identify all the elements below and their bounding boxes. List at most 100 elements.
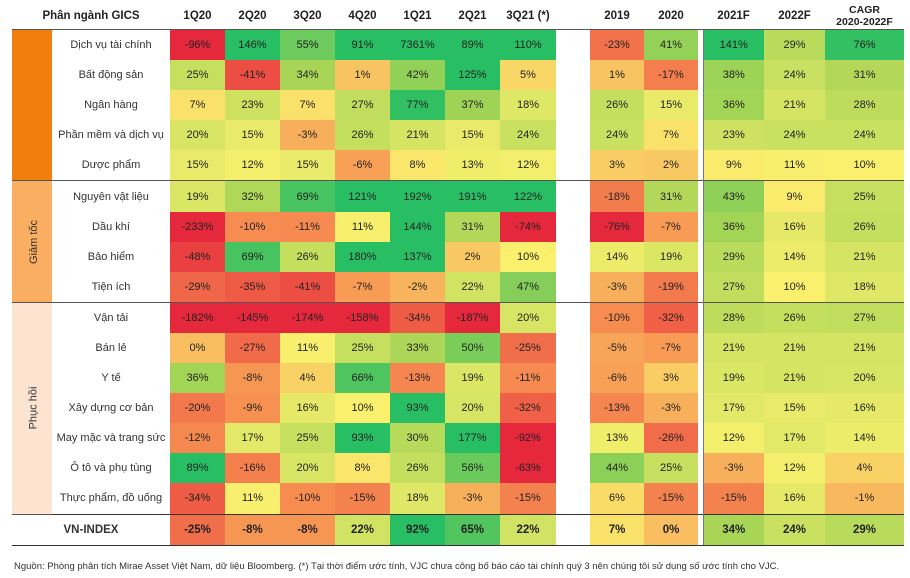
quarter-cell: 66% <box>335 363 390 394</box>
index-quarter-cell: 65% <box>445 513 500 546</box>
quarter-cell: 32% <box>225 180 280 212</box>
quarter-cell: 122% <box>500 180 556 212</box>
sector-label: Bán lẻ <box>95 341 127 354</box>
forecast-cell: 38% <box>702 60 764 91</box>
column-gap <box>698 423 703 454</box>
year-cell: 26% <box>590 90 644 121</box>
cagr-cell: 21% <box>825 332 904 364</box>
quarter-cell: 42% <box>390 60 445 91</box>
quarter-cell: -15% <box>500 483 556 514</box>
year-cell: -3% <box>644 393 698 424</box>
year-cell: -19% <box>644 271 698 303</box>
table-row: Bán lẻ 0% -27% 11% 25% 33% 50% -25% -5% -7% 21% 21%… <box>12 332 904 364</box>
quarter-cell: -41% <box>225 60 280 91</box>
quarter-cell: -187% <box>445 301 500 333</box>
forecast-cell: 9% <box>764 180 825 212</box>
year-cell: 41% <box>644 29 698 61</box>
quarter-cell: 26% <box>280 241 335 272</box>
header-row: Phân ngành GICS 1Q20 2Q20 3Q20 4Q20 1Q21… <box>12 3 904 30</box>
cagr-cell: 26% <box>825 211 904 242</box>
quarter-cell: 26% <box>335 120 390 151</box>
year-cell: -7% <box>644 211 698 242</box>
column-gap <box>698 150 703 181</box>
year-cell: 7% <box>644 120 698 151</box>
quarter-cell: 146% <box>225 29 280 61</box>
quarter-cell: 12% <box>500 150 556 181</box>
column-gap <box>556 393 590 424</box>
year-cell: 3% <box>644 363 698 394</box>
quarter-cell: 8% <box>390 150 445 181</box>
quarter-cell: -27% <box>225 332 280 364</box>
quarter-cell: 93% <box>390 393 445 424</box>
heatmap-table: Phân ngành GICS 1Q20 2Q20 3Q20 4Q20 1Q21… <box>12 3 904 546</box>
quarter-cell: 22% <box>445 271 500 303</box>
year-cell: 14% <box>590 241 644 272</box>
table-row: Bảo hiểm -48% 69% 26% 180% 137% 2% 10% 14% 19% 29%… <box>12 241 904 272</box>
header-cagr-line1: CAGR <box>849 4 880 16</box>
forecast-cell: 14% <box>764 241 825 272</box>
quarter-cell: 180% <box>335 241 390 272</box>
quarter-cell: 10% <box>500 241 556 272</box>
quarter-cell: -145% <box>225 301 280 333</box>
quarter-cell: -182% <box>170 301 225 333</box>
source-note: Nguồn: Phòng phân tích Mirae Asset Việt … <box>14 561 780 572</box>
quarter-cell: -15% <box>335 483 390 514</box>
quarter-cell: -34% <box>170 483 225 514</box>
year-cell: 24% <box>590 120 644 151</box>
column-gap <box>556 513 590 546</box>
forecast-cell: -3% <box>702 453 764 484</box>
column-gap <box>556 423 590 454</box>
quarter-cell: -25% <box>500 332 556 364</box>
quarter-cell: 7% <box>280 90 335 121</box>
forecast-cell: 9% <box>702 150 764 181</box>
table-row: Ngân hàng 7% 23% 7% 27% 77% 37% 18% 26% 15% 36% 21%… <box>12 90 904 121</box>
cagr-cell: -1% <box>825 483 904 514</box>
quarter-cell: -63% <box>500 453 556 484</box>
year-cell: -76% <box>590 211 644 242</box>
forecast-cell: 16% <box>764 483 825 514</box>
table-row: Ô tô và phụ tùng 89% -16% 20% 8% 26% 56% -63% 44… <box>12 453 904 484</box>
index-quarter-cell: 22% <box>500 513 556 546</box>
quarter-cell: -2% <box>390 271 445 303</box>
sector-label: Bảo hiểm <box>87 250 135 263</box>
quarter-cell: 89% <box>445 29 500 61</box>
quarter-cell: -35% <box>225 271 280 303</box>
forecast-cell: 17% <box>764 423 825 454</box>
header-forecast: 2021F <box>717 10 750 22</box>
quarter-cell: 7% <box>170 90 225 121</box>
forecast-cell: 15% <box>764 393 825 424</box>
column-gap <box>556 363 590 394</box>
quarter-cell: -174% <box>280 301 335 333</box>
forecast-cell: 27% <box>702 271 764 303</box>
column-gap <box>698 90 703 121</box>
quarter-cell: 137% <box>390 241 445 272</box>
quarter-cell: -41% <box>280 271 335 303</box>
quarter-cell: 25% <box>335 332 390 364</box>
year-cell: -26% <box>644 423 698 454</box>
quarter-cell: 19% <box>170 180 225 212</box>
forecast-cell: 23% <box>702 120 764 151</box>
quarter-cell: 15% <box>445 120 500 151</box>
quarter-cell: -12% <box>170 423 225 454</box>
quarter-cell: 2% <box>445 241 500 272</box>
forecast-cell: 21% <box>702 332 764 364</box>
quarter-cell: 56% <box>445 453 500 484</box>
cagr-cell: 31% <box>825 60 904 91</box>
quarter-cell: 121% <box>335 180 390 212</box>
quarter-cell: 11% <box>280 332 335 364</box>
cagr-cell: 20% <box>825 363 904 394</box>
quarter-cell: 0% <box>170 332 225 364</box>
column-gap <box>556 60 590 91</box>
cagr-cell: 10% <box>825 150 904 181</box>
forecast-cell: 36% <box>702 211 764 242</box>
year-cell: -5% <box>590 332 644 364</box>
quarter-cell: -3% <box>445 483 500 514</box>
header-quarter: 1Q20 <box>183 10 212 22</box>
sector-label: Dược phẩm <box>81 159 141 172</box>
quarter-cell: 15% <box>170 150 225 181</box>
table-row: Phục hồi Vận tải -182% -145% -174% -158% -34% -… <box>12 301 904 515</box>
sector-label: Ô tô và phụ tùng <box>70 462 152 475</box>
year-cell: 44% <box>590 453 644 484</box>
quarter-cell: -6% <box>335 150 390 181</box>
